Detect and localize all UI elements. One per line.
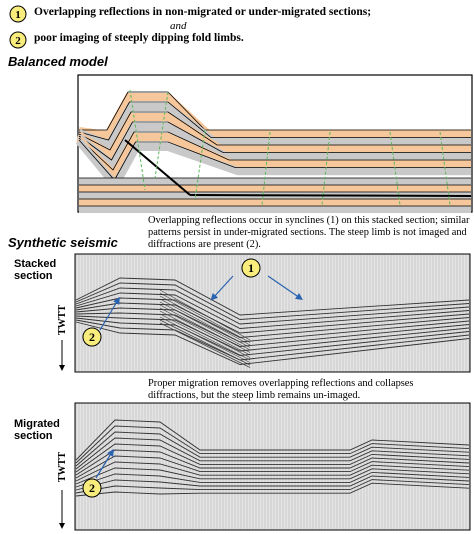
reflection bbox=[75, 292, 470, 329]
fault bbox=[124, 139, 191, 196]
migrated-panel bbox=[74, 402, 471, 531]
reflection bbox=[75, 321, 470, 365]
marker-text: 1 bbox=[248, 261, 254, 275]
reflection bbox=[159, 322, 251, 368]
model-band bbox=[76, 133, 471, 182]
reflection bbox=[75, 419, 470, 461]
reflection bbox=[75, 431, 470, 467]
fault bbox=[189, 194, 472, 197]
migrated-reflections bbox=[75, 419, 470, 497]
reflection bbox=[75, 467, 470, 485]
model-band bbox=[76, 113, 471, 161]
pointer bbox=[99, 296, 120, 331]
model-band bbox=[76, 123, 471, 172]
marker-circle bbox=[82, 327, 102, 347]
caption: Overlapping reflections occur in synclin… bbox=[148, 215, 470, 250]
model-band bbox=[79, 185, 471, 192]
legend-marker bbox=[9, 5, 27, 23]
model-horizon bbox=[78, 111, 471, 151]
caption: Proper migration removes overlapping ref… bbox=[148, 378, 414, 401]
marker-text: 2 bbox=[89, 330, 95, 344]
pointer bbox=[95, 448, 114, 479]
legend-text: Overlapping reflections in non-migrated … bbox=[34, 6, 372, 18]
reflection bbox=[75, 449, 470, 476]
reflection bbox=[75, 307, 470, 343]
axial-trace bbox=[321, 131, 331, 206]
axial-trace bbox=[154, 91, 169, 179]
reflection bbox=[159, 307, 251, 356]
legend-marker bbox=[9, 31, 27, 49]
reflection bbox=[159, 304, 251, 353]
legend-marker-text: 1 bbox=[15, 9, 21, 21]
reflection bbox=[75, 461, 470, 482]
axial-trace bbox=[129, 89, 146, 191]
reflection bbox=[159, 313, 251, 361]
axial-trace bbox=[389, 131, 401, 206]
axis-label: TWTT bbox=[57, 452, 68, 482]
reflection bbox=[75, 437, 470, 470]
model-horizon bbox=[78, 131, 471, 171]
pointer bbox=[267, 275, 303, 301]
legend-connector: and bbox=[170, 20, 187, 32]
model-horizon bbox=[78, 139, 471, 181]
model-horizon bbox=[78, 101, 471, 141]
reflection bbox=[75, 455, 470, 479]
reflection bbox=[75, 297, 470, 334]
legend-text: poor imaging of steeply dipping fold lim… bbox=[34, 32, 244, 44]
reflection bbox=[159, 316, 251, 363]
legend-marker-text: 2 bbox=[15, 35, 21, 47]
panel-label: Stacked section bbox=[14, 258, 57, 282]
reflection bbox=[159, 319, 251, 366]
model-layers bbox=[75, 89, 472, 213]
reflection bbox=[75, 282, 470, 320]
model-band bbox=[77, 103, 471, 151]
reflection bbox=[75, 315, 470, 352]
reflection bbox=[75, 287, 470, 325]
reflection bbox=[75, 471, 470, 488]
axial-trace bbox=[194, 129, 206, 201]
stacked-reflections bbox=[75, 277, 470, 368]
reflection bbox=[75, 302, 470, 338]
model-band bbox=[79, 206, 471, 213]
axis-label: TWTT bbox=[57, 305, 68, 335]
reflection bbox=[75, 425, 470, 464]
model-band bbox=[79, 178, 471, 185]
model-band bbox=[79, 199, 471, 206]
model-horizon bbox=[78, 121, 471, 161]
axial-trace bbox=[439, 131, 451, 206]
marker-circle bbox=[82, 478, 102, 498]
model-horizon bbox=[79, 91, 471, 131]
axial-trace bbox=[261, 131, 271, 206]
reflection bbox=[75, 312, 470, 347]
reflection bbox=[75, 277, 470, 316]
marker-text: 2 bbox=[89, 481, 95, 495]
reflection bbox=[75, 475, 470, 491]
section-title: Synthetic seismic bbox=[8, 235, 118, 250]
panel-label: Migrated section bbox=[14, 418, 60, 442]
model-band bbox=[78, 93, 471, 140]
reflection bbox=[75, 482, 470, 497]
reflection bbox=[75, 319, 470, 361]
pointer bbox=[210, 275, 234, 301]
marker-circle bbox=[241, 258, 261, 278]
reflection bbox=[159, 292, 251, 343]
reflection bbox=[75, 479, 470, 494]
section-title: Balanced model bbox=[8, 54, 108, 69]
reflection bbox=[75, 443, 470, 473]
